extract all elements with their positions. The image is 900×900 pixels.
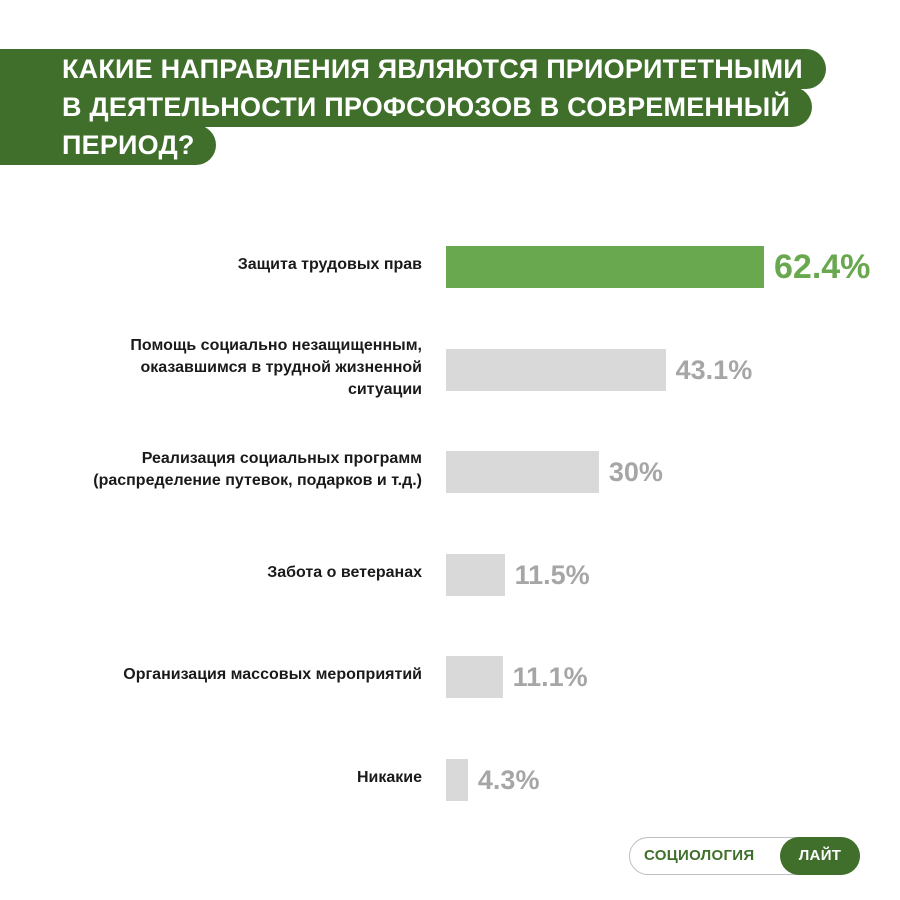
data-label: 4.3% [477, 765, 540, 795]
title-line-1: КАКИЕ НАПРАВЛЕНИЯ ЯВЛЯЮТСЯ ПРИОРИТЕТНЫМИ [0, 49, 826, 89]
bar [446, 656, 503, 699]
category-label: Забота о ветеранах [267, 563, 422, 581]
category-label: Защита трудовых прав [237, 256, 422, 273]
category-label: Организация массовых мероприятий [123, 666, 422, 684]
data-label: 11.5% [514, 559, 590, 590]
title-line-3: ПЕРИОД? [0, 125, 216, 165]
category-label: Реализация социальных программ (распредел… [93, 450, 422, 490]
brand-logo: СОЦИОЛОГИЯ ЛАЙТ [629, 837, 860, 875]
category-label: Помощь социально незащищенным, оказавшимс… [130, 336, 422, 398]
brand-name: СОЦИОЛОГИЯ [644, 847, 755, 864]
bar [446, 759, 468, 801]
bar [446, 348, 666, 391]
data-label: 62.4% [774, 248, 871, 286]
bar [446, 553, 505, 596]
data-label: 30% [608, 457, 663, 488]
category-label: Никакие [356, 769, 422, 786]
bar [446, 451, 599, 494]
title-line-2: В ДЕЯТЕЛЬНОСТИ ПРОФСОЮЗОВ В СОВРЕМЕННЫЙ [0, 87, 812, 127]
data-label: 11.1% [512, 662, 588, 693]
bar [446, 246, 764, 288]
brand-badge: ЛАЙТ [780, 837, 860, 875]
data-label: 43.1% [675, 354, 753, 385]
